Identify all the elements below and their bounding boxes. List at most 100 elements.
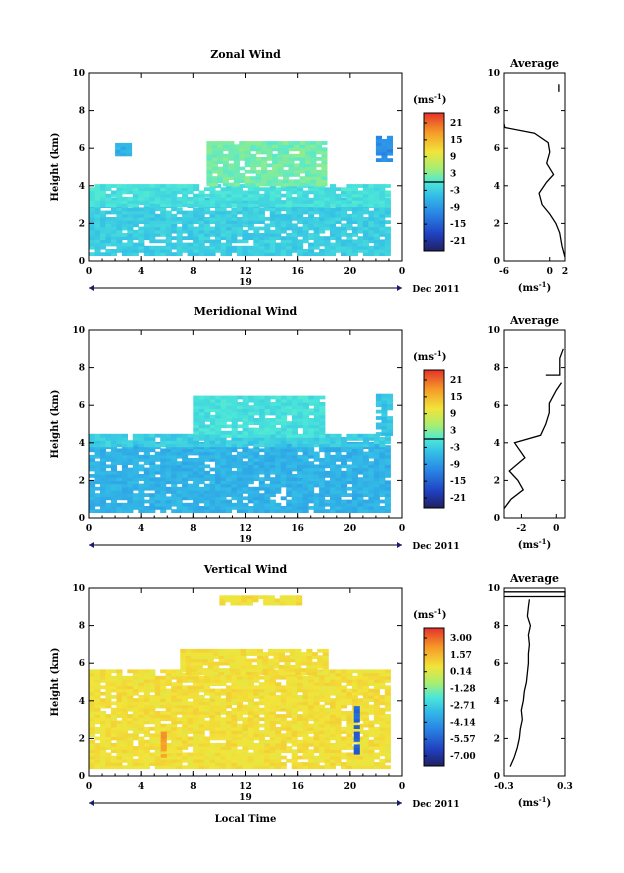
heatmap-cell [253, 207, 260, 212]
avg-y-tick-label: 6 [494, 401, 500, 411]
heatmap-cell [373, 691, 380, 696]
heatmap-cell [231, 226, 238, 231]
heatmap-cell [193, 443, 200, 448]
heatmap-cell [297, 499, 304, 504]
heatmap-cell [116, 229, 123, 234]
heatmap-cell [207, 652, 214, 656]
heatmap-cell [193, 395, 200, 400]
heatmap-cell [132, 207, 139, 212]
heatmap-cell [187, 707, 194, 712]
heatmap-cell [264, 467, 271, 472]
avg-x-label: (ms-1) [518, 280, 551, 294]
heatmap-cell [110, 746, 117, 750]
heatmap-cell [228, 176, 235, 180]
heatmap-cell [379, 739, 386, 744]
heatmap-cell [185, 658, 192, 663]
heatmap-cell [105, 675, 112, 680]
heatmap-cell [154, 493, 161, 497]
heatmap-cell [305, 147, 312, 152]
heatmap-cell [283, 163, 290, 168]
heatmap-cell [236, 252, 243, 256]
heatmap-cell [294, 179, 301, 184]
heatmap-cell [302, 691, 309, 696]
heatmap-cell [379, 711, 386, 715]
heatmap-cell [231, 443, 238, 448]
heatmap-cell [302, 430, 309, 435]
heatmap-cell [324, 437, 331, 441]
heatmap-cell [116, 226, 123, 231]
heatmap-cell [242, 679, 249, 683]
heatmap-cell [297, 448, 304, 453]
heatmap-cell [171, 723, 178, 728]
heatmap-cell [362, 477, 369, 481]
heatmap-cell [100, 474, 107, 478]
heatmap-cell [105, 443, 112, 448]
heatmap-cell [105, 720, 112, 725]
heatmap-cell [362, 486, 369, 491]
heatmap-cell [386, 422, 393, 427]
heatmap-cell [335, 682, 342, 686]
heatmap-cell [247, 691, 254, 696]
average-frame [503, 329, 566, 519]
heatmap-cell [324, 190, 331, 195]
heatmap-cell [253, 245, 260, 250]
heatmap-cell [275, 742, 282, 747]
heatmap-cell [231, 187, 238, 192]
heatmap-cell [351, 242, 358, 247]
heatmap-cell [286, 187, 293, 192]
heatmap-cell [171, 213, 178, 218]
heatmap-cell [154, 496, 161, 501]
heatmap-cell [138, 196, 145, 201]
heatmap-cell [138, 711, 145, 715]
heatmap-cell [288, 153, 295, 158]
heatmap-cell [286, 493, 293, 497]
heatmap-cell [244, 150, 251, 155]
heatmap-cell [280, 691, 287, 696]
heatmap-cell [187, 742, 194, 747]
heatmap-cell [215, 758, 222, 763]
heatmap-cell [110, 688, 117, 693]
heatmap-cell [154, 704, 161, 709]
heatmap-cell [105, 458, 112, 462]
heatmap-cell [121, 765, 128, 770]
heatmap-cell [242, 411, 249, 416]
heatmap-cell [127, 236, 134, 240]
heatmap-cell [160, 726, 167, 731]
heatmap-cell [116, 720, 123, 725]
heatmap-cell [193, 742, 200, 747]
heatmap-cell [253, 752, 260, 757]
heatmap-cell [89, 691, 96, 696]
heatmap-cell [335, 480, 342, 485]
heatmap-cell [236, 675, 243, 680]
heatmap-cell [319, 200, 326, 204]
heatmap-cell [160, 669, 167, 674]
heatmap-cell [319, 461, 326, 465]
heatmap-cell [335, 210, 342, 215]
heatmap-cell [198, 736, 205, 741]
heatmap-cell [258, 742, 265, 747]
heatmap-cell [204, 226, 211, 231]
heatmap-cell [176, 704, 183, 709]
heatmap-cell [160, 506, 167, 510]
heatmap-cell [228, 182, 235, 187]
heatmap-cell [187, 701, 194, 706]
heatmap-cell [220, 220, 227, 224]
heatmap-cell [132, 203, 139, 208]
heatmap-cell [231, 458, 238, 462]
heatmap-cell [171, 477, 178, 481]
heatmap-cell [264, 405, 271, 409]
heatmap-cell [357, 239, 364, 244]
heatmap-cell [288, 179, 295, 184]
heatmap-cell [110, 448, 117, 453]
heatmap-cell [330, 461, 337, 465]
heatmap-cell [280, 765, 287, 770]
heatmap-cell [357, 736, 364, 741]
heatmap-cell [335, 193, 342, 198]
heatmap-cell [264, 451, 271, 456]
heatmap-cell [224, 648, 231, 653]
heatmap-cell [351, 691, 358, 696]
heatmap-cell [209, 752, 216, 757]
heatmap-cell [94, 249, 101, 253]
heatmap-cell [215, 506, 222, 510]
heatmap-cell [132, 711, 139, 715]
